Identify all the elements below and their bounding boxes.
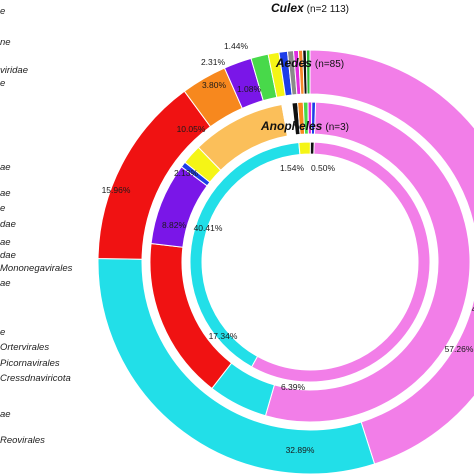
culex-ring-title: Culex (n=2 113) [271,1,349,15]
legend-entry-3: e [0,78,5,89]
legend-entry-11: ae [0,278,11,289]
legend-entry-12: e [0,327,5,338]
legend-entry-10: Mononegavirales [0,263,73,274]
anopheles-segment-2 [298,141,311,156]
legend-entry-13: Ortervirales [0,342,49,353]
aedes-pct-label-5: 2.13% [174,168,199,178]
donut-rings [97,49,474,474]
culex-pct-label-0: 49.12% [472,304,474,314]
culex-pct-label-5: 1.44% [224,41,249,51]
aedes-pct-label-0: 57.26% [445,344,474,354]
culex-segment-12 [305,49,311,95]
ring-titles: Culex (n=2 113) Aedes (n=85) Anopheles (n=3) [260,1,349,133]
anopheles-ring-title: Anopheles (n=3) [260,119,349,133]
anopheles-pct-label-3: 0.50% [311,163,336,173]
legend-entry-5: ae [0,188,11,199]
aedes-segment-0 [264,101,471,423]
legend-entry-0: e [0,6,5,17]
legend-entry-2: viridae [0,65,28,76]
legend-entry-16: ae [0,409,11,420]
anopheles-segment-0 [250,141,431,383]
culex-pct-label-3: 3.80% [202,80,227,90]
culex-segment-0 [309,49,474,465]
anopheles-pct-label-1: 40.41% [194,223,223,233]
aedes-segment-12 [310,101,317,135]
culex-pct-label-2: 15.96% [102,185,131,195]
aedes-pct-label-1: 6.39% [281,382,306,392]
legend-entry-6: e [0,203,5,214]
aedes-pct-label-2: 17.34% [209,331,238,341]
legend-entry-14: Picornavirales [0,358,60,369]
aedes-ring-title: Aedes (n=85) [275,56,344,70]
aedes-pct-label-6: 10.05% [177,124,206,134]
legend: e ne viridae e ae ae e dae ae dae Mononegavirales… [0,6,73,446]
legend-entry-1: ne [0,37,11,48]
aedes-pct-label-3: 8.82% [162,220,187,230]
anopheles-segment-3 [309,141,315,155]
legend-entry-17: Reovirales [0,435,45,446]
legend-entry-4: ae [0,162,11,173]
culex-pct-label-1: 32.89% [286,445,315,455]
legend-entry-8: ae [0,237,11,248]
anopheles-pct-label-2: 1.54% [280,163,305,173]
aedes-pct-label-7: 1.08% [237,84,262,94]
legend-entry-15: Cressdnaviricota [0,373,71,384]
legend-entry-9: dae [0,250,16,261]
legend-entry-7: dae [0,219,16,230]
percentage-labels: 49.12% 32.89% 15.96% 3.80% 2.31% 1.44% 57.26% 6… [102,41,474,455]
culex-pct-label-4: 2.31% [201,57,226,67]
